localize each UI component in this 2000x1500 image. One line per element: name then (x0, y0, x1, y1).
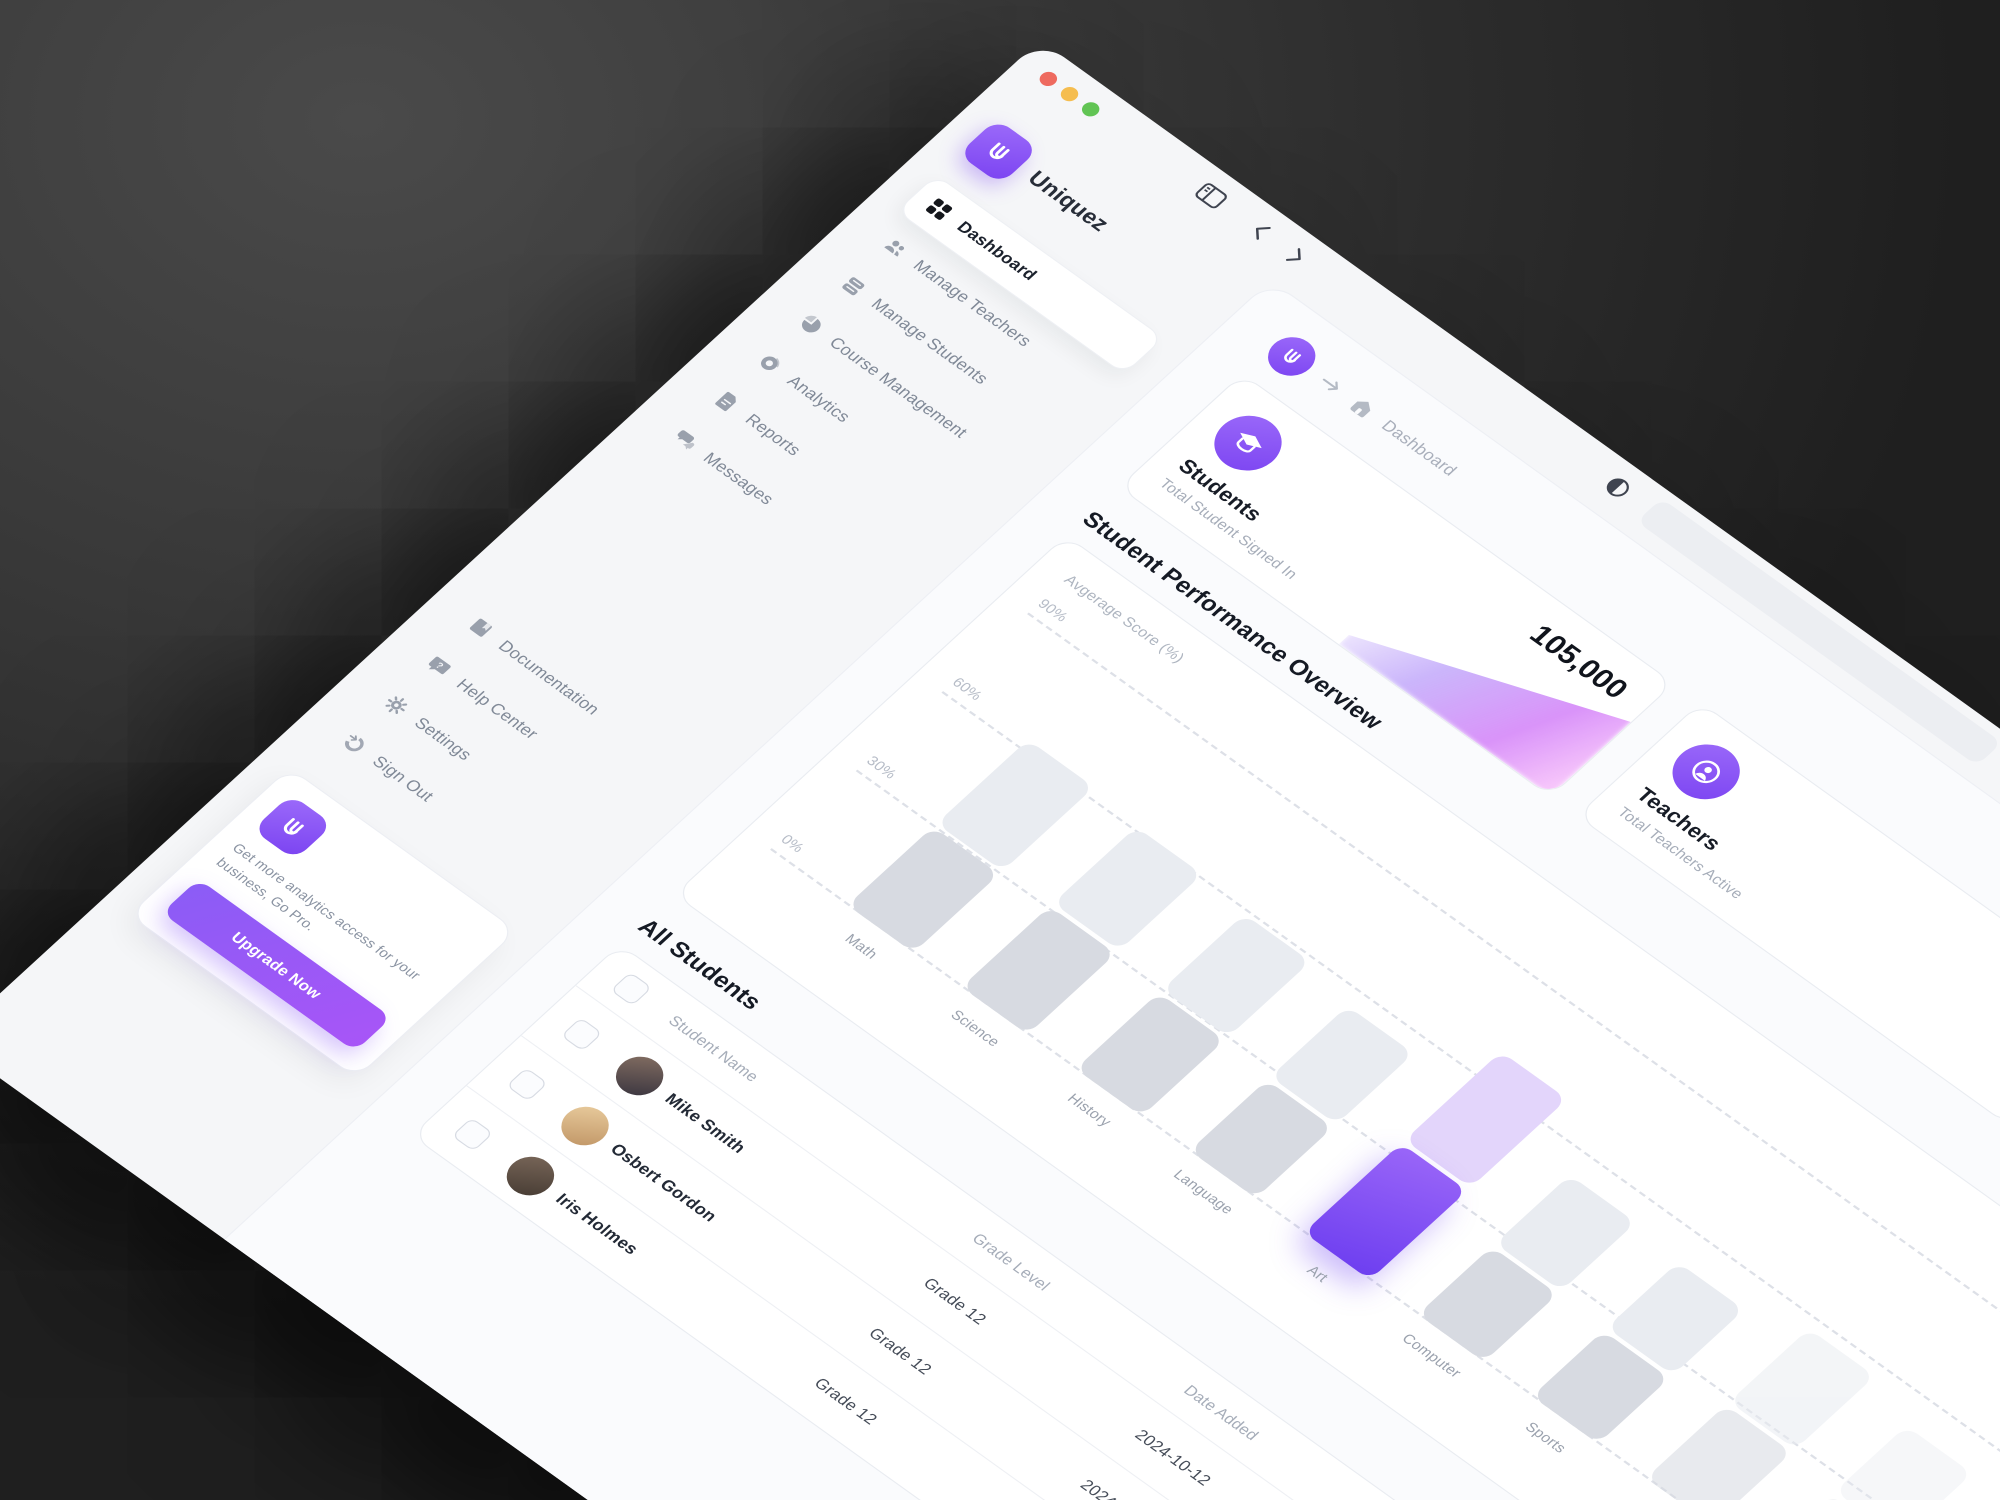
brand-name: Uniquez (1022, 166, 1115, 236)
svg-text:?: ? (433, 661, 446, 672)
people-icon (878, 233, 913, 262)
sidebar-item-manage-teachers[interactable]: Manage Teachers (854, 214, 1121, 413)
sidebar-secondary-nav: Documentation ? Help Center Settings (313, 595, 706, 910)
row-checkbox[interactable] (451, 1117, 494, 1152)
y-tick: 60% (948, 674, 987, 704)
avatar (551, 1098, 619, 1154)
settings-gear-icon (379, 691, 414, 720)
chat-bubbles-icon (668, 426, 703, 455)
row-checkbox[interactable] (560, 1017, 603, 1052)
y-tick: 30% (863, 752, 901, 782)
uniquez-logo-icon[interactable] (1258, 329, 1326, 384)
breadcrumb-arrow-icon (1316, 373, 1346, 397)
graduation-cap-icon (1200, 404, 1296, 482)
avatar (606, 1048, 674, 1104)
sidebar-item-course-management[interactable]: Course Management (770, 291, 1037, 490)
documentation-book-icon (463, 614, 498, 643)
sign-out-icon (337, 729, 372, 758)
bar-segment-upper (1963, 1486, 2000, 1500)
bar-segment-upper (1834, 1425, 1973, 1500)
sidebar-item-documentation[interactable]: Documentation (439, 595, 706, 794)
stat-card-students[interactable]: Students Total Student Signed In 105,000 (1118, 373, 1675, 798)
sidebar-toggle-icon[interactable] (1192, 180, 1231, 211)
main-panel: Dashboard Students Total Student Signed … (190, 279, 2000, 1500)
sidebar-item-sign-out[interactable]: Sign Out (313, 710, 580, 909)
stat-card-teachers[interactable]: Teachers Total Teachers Active 2,320 (1576, 701, 2000, 1127)
minimize-button[interactable] (1057, 84, 1082, 105)
sidebar-item-label: Reports (741, 410, 806, 460)
help-question-icon: ? (421, 652, 456, 681)
y-tick: 90% (1034, 595, 1072, 625)
home-icon (1346, 394, 1380, 421)
sidebar-item-reports[interactable]: Reports (686, 368, 953, 567)
uniquez-logo-icon (958, 118, 1040, 185)
sidebar-item-manage-students[interactable]: Manage Students (812, 253, 1079, 452)
stats-row: Students Total Student Signed In 105,000… (1118, 373, 2000, 1500)
bar-language-faded: Language (1988, 1462, 2000, 1500)
sidebar-nav: Dashboard Manage Teachers Manage Student… (644, 174, 1165, 606)
back-button[interactable] (1246, 219, 1276, 243)
zoom-button[interactable] (1078, 99, 1103, 120)
close-button[interactable] (1036, 68, 1061, 89)
donut-chart-icon (752, 349, 787, 378)
sidebar: Uniquez Dashboard Manage Teachers (0, 77, 1276, 1239)
stat-value: 105,000 (1522, 618, 1636, 705)
sidebar-item-label: Settings (410, 713, 477, 764)
pie-chart-icon (794, 310, 829, 339)
titlebar (1000, 40, 2000, 1331)
avatar (497, 1148, 564, 1204)
sidebar-item-label: Sign Out (368, 752, 438, 805)
y-tick: 0% (777, 831, 808, 856)
select-all-checkbox[interactable] (610, 971, 653, 1007)
book-stack-icon (836, 272, 871, 301)
app-window: Uniquez Dashboard Manage Teachers (0, 40, 2000, 1500)
sidebar-item-analytics[interactable]: Analytics (728, 330, 995, 529)
theme-toggle-icon[interactable] (1600, 473, 1635, 502)
breadcrumb-page[interactable]: Dashboard (1377, 416, 1461, 480)
uniquez-logo-icon (252, 794, 334, 861)
sidebar-item-messages[interactable]: Messages (644, 407, 911, 606)
upgrade-card: Get more analytics access for your busin… (128, 767, 518, 1079)
sidebar-item-help-center[interactable]: ? Help Center (397, 633, 664, 832)
forward-button[interactable] (1281, 244, 1311, 268)
dashboard-grid-icon (921, 195, 956, 224)
teacher-person-icon (1658, 733, 1754, 811)
sidebar-item-settings[interactable]: Settings (355, 672, 622, 871)
report-document-icon (710, 387, 745, 416)
breadcrumb: Dashboard (1256, 327, 2000, 1384)
sidebar-item-dashboard[interactable]: Dashboard (895, 174, 1165, 375)
row-checkbox[interactable] (505, 1067, 549, 1102)
brand-row: Uniquez (958, 118, 1225, 318)
